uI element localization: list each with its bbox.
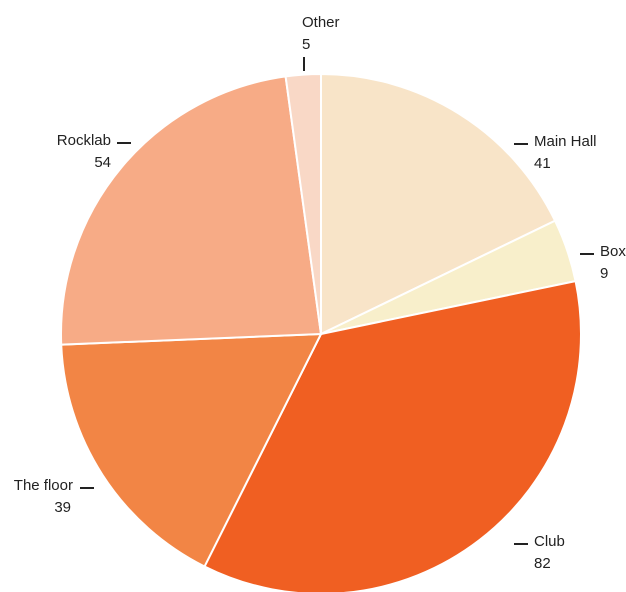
slice-label-box: Box [600,243,626,260]
slice-label-other: Other [302,14,340,31]
slice-value-main-hall: 41 [534,155,551,172]
slice-label-rocklab: Rocklab [57,132,111,149]
slice-value-club: 82 [534,555,551,572]
pie-slice-other [284,72,322,335]
pie-slice-main-hall [320,72,557,336]
pie-slices [60,72,582,592]
slice-value-rocklab: 54 [94,154,111,171]
slice-label-the-floor: The floor [14,477,73,494]
pie-slice-rocklab [60,75,323,346]
slice-label-main-hall: Main Hall [534,133,597,150]
slice-value-the-floor: 39 [54,499,71,516]
pie-labels: Main Hall 41 Box 9 Club 82 The floor 39 Rocklab 5… [14,14,626,572]
pie-slice-club [203,279,582,592]
pie-slice-the-floor [60,332,323,568]
slice-value-box: 9 [600,265,608,282]
slice-label-club: Club [534,533,565,550]
slice-value-other: 5 [302,36,310,53]
